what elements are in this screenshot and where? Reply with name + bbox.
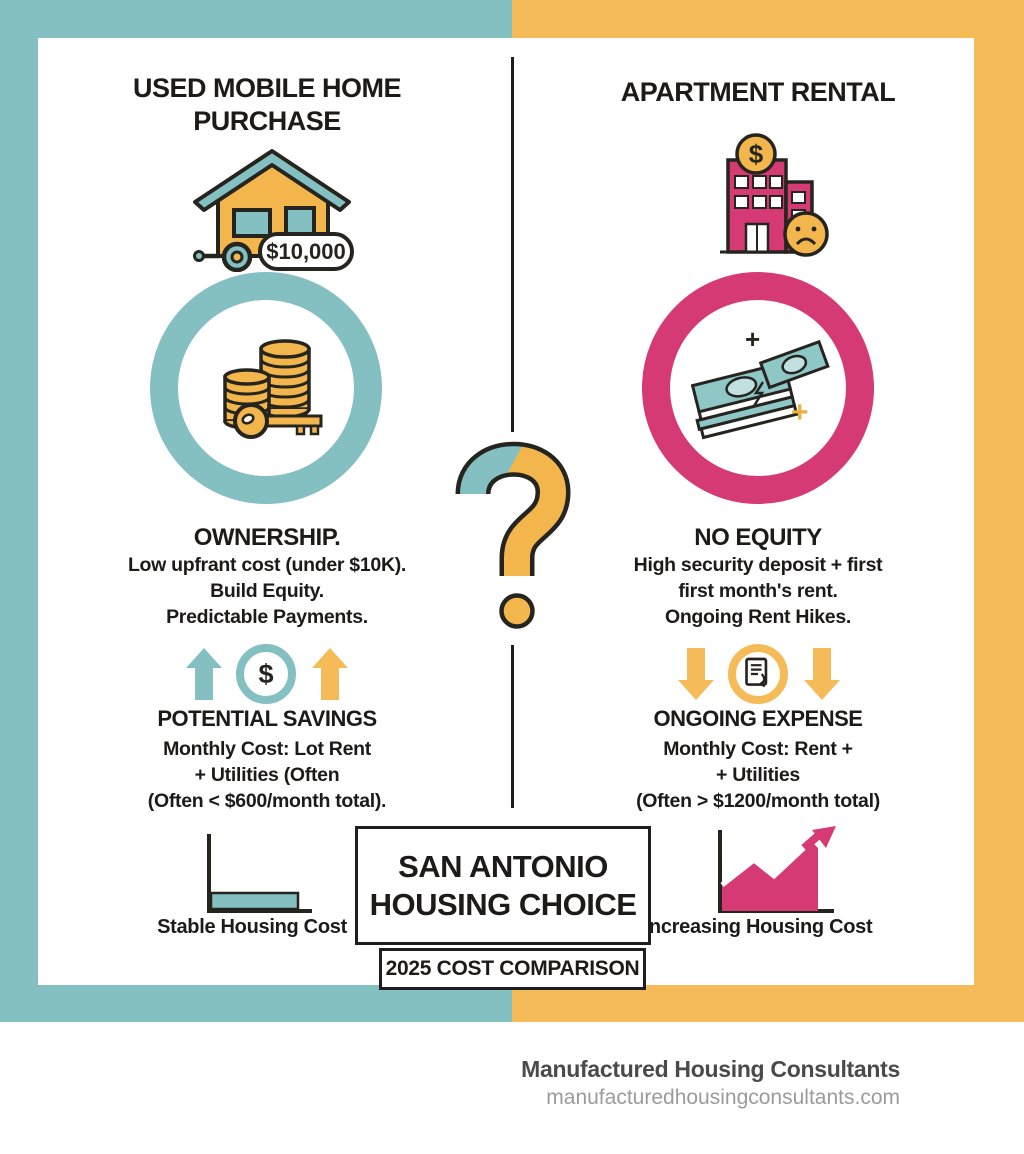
svg-text:+: + <box>791 396 809 429</box>
dollar-symbol: $ <box>258 658 274 689</box>
no-equity-line3: Ongoing Rent Hikes. <box>664 606 852 628</box>
up-arrow-teal-icon <box>186 648 222 700</box>
savings-line3: (Often < $600/month total). <box>147 790 387 812</box>
banner-line1: SAN ANTONIO <box>398 848 608 884</box>
down-arrow-icon <box>804 648 840 700</box>
stable-chart-caption: Stable Housing Cost <box>157 916 347 938</box>
rising-area-chart-icon <box>718 826 836 913</box>
ownership-ring <box>150 272 382 504</box>
ownership-line3: Predictable Payments. <box>166 606 368 628</box>
coin-dollar-symbol: $ <box>749 139 764 169</box>
increasing-chart-caption: Increasing Housing Cost <box>643 916 873 938</box>
right-title-line1: APARTMENT RENTAL <box>620 77 896 107</box>
left-title-line1: USED MOBILE HOME <box>132 73 402 103</box>
divider-line-top <box>511 57 514 432</box>
up-arrow-orange-icon <box>312 648 348 700</box>
left-title-line2: PURCHASE <box>193 106 341 136</box>
apartment-building-icon: $ <box>720 133 829 257</box>
left-column-title: USED MOBILE HOME PURCHASE <box>67 72 467 138</box>
question-mark-icon <box>455 441 571 629</box>
sad-face-icon <box>783 211 829 257</box>
no-equity-heading: NO EQUITY <box>694 524 822 551</box>
expense-line3: (Often > $1200/month total) <box>636 790 880 812</box>
ownership-line1: Low upfrant cost (under $10K). <box>127 554 407 576</box>
price-tag-text: $10,000 <box>266 239 346 264</box>
savings-line2: + Utilities (Often <box>194 764 340 786</box>
coins-and-key-icon <box>222 338 322 439</box>
ownership-heading: OWNERSHIP. <box>193 524 341 551</box>
flying-money-icon: + + <box>690 326 830 439</box>
down-arrow-icon <box>678 648 714 700</box>
savings-description: Monthly Cost: Lot Rent + Utilities (Ofte… <box>67 736 467 814</box>
expense-heading: ONGOING EXPENSE <box>653 706 863 731</box>
dollar-coin-icon: $ <box>735 133 777 175</box>
document-circle-icon <box>728 644 788 704</box>
footer: Manufactured Housing Consultants manufac… <box>260 1056 900 1110</box>
ownership-line2: Build Equity. <box>210 580 324 602</box>
expense-description: Monthly Cost: Rent + + Utilities (Often … <box>558 736 958 814</box>
document-down-icon <box>745 657 768 688</box>
mobile-home-icon: $10,000 <box>193 149 354 272</box>
banner-line2: HOUSING CHOICE <box>369 886 637 922</box>
sub-banner: 2025 COST COMPARISON <box>379 948 646 990</box>
expense-line2: + Utilities <box>716 764 800 786</box>
flat-line-chart-icon <box>207 834 312 913</box>
no-equity-description: High security deposit + first first mont… <box>558 552 958 630</box>
expense-line1: Monthly Cost: Rent + <box>663 738 853 760</box>
savings-line1: Monthly Cost: Lot Rent <box>163 738 371 760</box>
no-equity-ring: + + <box>642 272 874 504</box>
svg-text:+: + <box>745 326 760 354</box>
no-equity-line1: High security deposit + first <box>633 554 883 576</box>
website-url: manufacturedhousingconsultants.com <box>546 1086 900 1109</box>
no-equity-line2: first month's rent. <box>678 580 838 602</box>
company-name: Manufactured Housing Consultants <box>521 1056 900 1082</box>
price-tag-pill: $10,000 <box>258 232 354 271</box>
sub-banner-text: 2025 COST COMPARISON <box>385 957 640 980</box>
right-column-title: APARTMENT RENTAL <box>558 76 958 109</box>
ownership-description: Low upfrant cost (under $10K). Build Equ… <box>67 552 467 630</box>
main-banner: SAN ANTONIO HOUSING CHOICE <box>355 826 651 945</box>
savings-heading: POTENTIAL SAVINGS <box>157 706 377 731</box>
dollar-circle-icon: $ <box>236 644 296 704</box>
divider-line-bottom <box>511 645 514 808</box>
